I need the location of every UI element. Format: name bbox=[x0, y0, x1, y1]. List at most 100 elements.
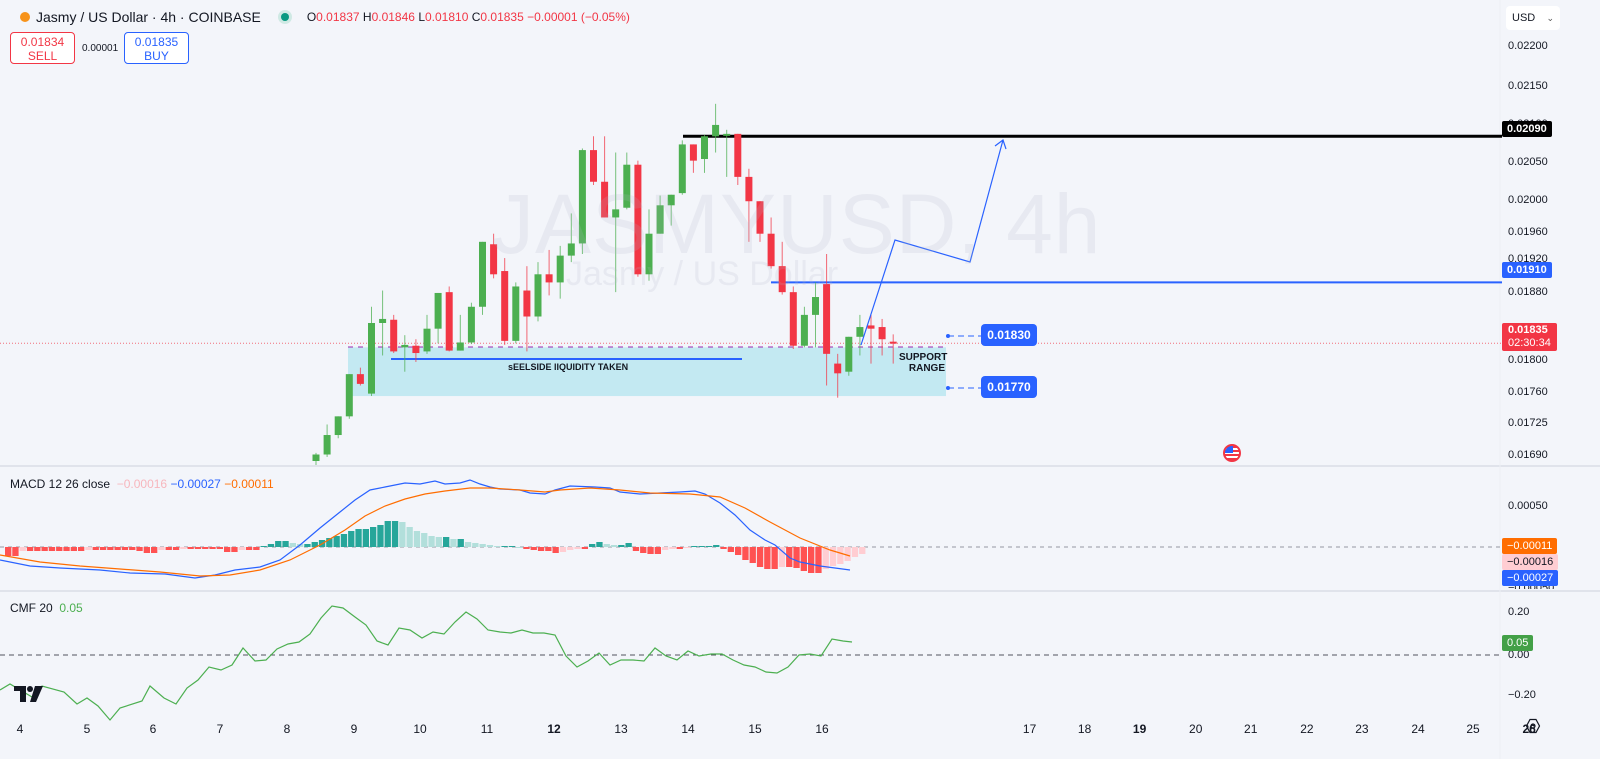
time-axis-label: 10 bbox=[413, 722, 427, 736]
macd-histogram-bar bbox=[304, 544, 311, 547]
macd-histogram-bar bbox=[129, 547, 136, 550]
macd-histogram-bar bbox=[450, 539, 457, 547]
cmf-line bbox=[0, 605, 853, 721]
time-axis-label: 23 bbox=[1355, 722, 1369, 736]
time-axis-label: 12 bbox=[547, 722, 561, 736]
time-axis-label: 9 bbox=[350, 722, 358, 736]
sell-button[interactable]: 0.01834 SELL bbox=[10, 32, 75, 64]
projection-path[interactable] bbox=[860, 139, 1004, 346]
candle bbox=[823, 284, 831, 354]
ohlc-values: O0.01837 H0.01846 L0.01810 C0.01835 −0.0… bbox=[306, 10, 630, 24]
macd-histogram-bar bbox=[669, 547, 676, 549]
candle bbox=[689, 144, 697, 161]
candle bbox=[556, 255, 564, 283]
candle bbox=[834, 363, 842, 374]
candle bbox=[323, 435, 331, 455]
macd-histogram-bar bbox=[194, 547, 202, 549]
macd-histogram-bar bbox=[829, 547, 837, 566]
macd-hist-tag: −0.00016 bbox=[1502, 554, 1559, 570]
time-axis-label: 6 bbox=[149, 722, 157, 736]
candle bbox=[334, 416, 342, 436]
macd-histogram-bar bbox=[340, 534, 348, 547]
macd-histogram-bar bbox=[151, 547, 158, 553]
support-zone[interactable] bbox=[348, 347, 946, 397]
support-range-annotation[interactable]: SUPPORT RANGE bbox=[899, 352, 948, 374]
macd-histogram-bar bbox=[479, 544, 486, 547]
macd-histogram-bar bbox=[822, 547, 829, 569]
candle bbox=[789, 292, 797, 346]
candle bbox=[778, 266, 786, 293]
cmf-axis-tick: −0.20 bbox=[1508, 689, 1536, 701]
tradingview-logo[interactable] bbox=[14, 686, 44, 707]
candle bbox=[889, 341, 897, 344]
macd-histogram-bar bbox=[756, 547, 764, 567]
macd-histogram-bar bbox=[713, 545, 720, 547]
macd-histogram-bar bbox=[851, 547, 859, 557]
macd-histogram-bar bbox=[727, 547, 734, 552]
macd-histogram-bar bbox=[187, 547, 194, 549]
signal-line bbox=[0, 487, 851, 577]
candle bbox=[479, 241, 486, 307]
resistance-high-price-tag: 0.02090 bbox=[1502, 121, 1552, 137]
candle bbox=[812, 297, 819, 315]
price-axis-tick: 0.02000 bbox=[1508, 194, 1548, 206]
liquidity-annotation[interactable]: sEELSIDE lIQUIDITY TAKEN bbox=[508, 362, 629, 372]
macd-histogram-bar bbox=[662, 547, 669, 550]
candle bbox=[634, 164, 642, 275]
currency-select[interactable]: USD ⌄ bbox=[1506, 6, 1560, 30]
symbol-title[interactable]: Jasmy / US Dollar · 4h · COINBASE bbox=[36, 9, 261, 25]
time-axis-label: 25 bbox=[1466, 722, 1480, 736]
macd-histogram-bar bbox=[435, 537, 442, 547]
chart-settings-icon[interactable] bbox=[1525, 718, 1541, 739]
macd-histogram-bar bbox=[107, 547, 114, 550]
macd-legend[interactable]: MACD 12 26 close −0.00016 −0.00027 −0.00… bbox=[10, 477, 274, 491]
cmf-axis-tick: 0.20 bbox=[1508, 606, 1530, 618]
us-economic-event-icon[interactable] bbox=[1223, 444, 1241, 462]
candle bbox=[845, 336, 853, 372]
spread-value: 0.00001 bbox=[82, 43, 119, 54]
time-axis-label: 21 bbox=[1244, 722, 1258, 736]
market-open-icon bbox=[280, 13, 289, 21]
macd-histogram-bar bbox=[238, 547, 245, 550]
time-axis-label: 19 bbox=[1132, 722, 1147, 736]
macd-histogram-bar bbox=[172, 547, 180, 550]
price-axis-tick: 0.02150 bbox=[1508, 80, 1548, 92]
macd-histogram-bar bbox=[698, 546, 705, 547]
symbol-legend[interactable]: Jasmy / US Dollar · 4h · COINBASE O0.018… bbox=[20, 9, 630, 25]
candle bbox=[867, 325, 875, 329]
macd-histogram-bar bbox=[275, 541, 282, 547]
price-axis-tick: 0.01800 bbox=[1508, 354, 1548, 366]
macd-histogram-bar bbox=[530, 547, 537, 550]
cmf-axis-tick: 0.00 bbox=[1508, 649, 1530, 661]
macd-histogram-bar bbox=[143, 547, 150, 553]
macd-histogram-bar bbox=[56, 547, 63, 551]
macd-histogram-bar bbox=[158, 547, 165, 550]
macd-histogram-bar bbox=[735, 547, 742, 555]
buy-button[interactable]: 0.01835 BUY bbox=[124, 32, 189, 64]
macd-histogram-bar bbox=[311, 542, 318, 547]
cmf-legend[interactable]: CMF 20 0.05 bbox=[10, 601, 83, 615]
macd-histogram-bar bbox=[589, 544, 596, 547]
time-axis-label: 15 bbox=[748, 722, 762, 736]
macd-histogram-bar bbox=[391, 521, 399, 547]
support-top-label[interactable]: 0.01830 bbox=[981, 324, 1037, 346]
macd-histogram-bar bbox=[778, 547, 786, 567]
macd-histogram-bar bbox=[428, 536, 435, 547]
macd-histogram-bar bbox=[537, 547, 545, 551]
price-axis-tick: 0.02200 bbox=[1508, 40, 1548, 52]
macd-histogram-bar bbox=[48, 547, 56, 551]
time-axis-label: 22 bbox=[1300, 722, 1314, 736]
macd-histogram-bar bbox=[202, 547, 209, 549]
candle bbox=[745, 176, 753, 202]
candle bbox=[701, 136, 708, 160]
macd-histogram-bar bbox=[472, 543, 479, 547]
macd-histogram-bar bbox=[99, 547, 107, 550]
support-bottom-label[interactable]: 0.01770 bbox=[981, 376, 1037, 398]
macd-histogram-bar bbox=[121, 547, 129, 550]
macd-histogram-bar bbox=[457, 539, 464, 547]
candle bbox=[390, 319, 398, 352]
macd-histogram-bar bbox=[355, 529, 362, 547]
macd-line bbox=[0, 479, 851, 579]
chevron-down-icon: ⌄ bbox=[1546, 13, 1554, 23]
